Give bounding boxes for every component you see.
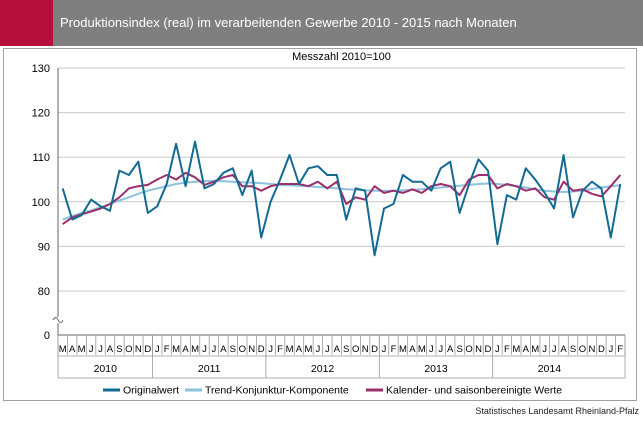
month-label: M (418, 344, 426, 355)
month-label: M (512, 344, 520, 355)
chart-subtitle: Messzahl 2010=100 (292, 51, 391, 63)
month-label: O (579, 344, 586, 355)
month-label: O (465, 344, 472, 355)
month-label: F (391, 344, 397, 355)
legend: Originalwert Trend-Konjunktur-Komponente K… (103, 385, 562, 397)
plot-box (3, 48, 637, 401)
month-label: M (286, 344, 294, 355)
month-label: N (248, 344, 255, 355)
month-label: M (172, 344, 180, 355)
month-label: A (69, 344, 76, 355)
month-label: F (277, 344, 283, 355)
month-label: J (89, 344, 94, 355)
legend-label: Kalender- und saisonbereinigte Werte (386, 385, 562, 397)
month-label: S (456, 344, 462, 355)
source-note: Statistisches Landesamt Rheinland-Pfalz (475, 406, 639, 416)
month-label: J (155, 344, 160, 355)
year-label: 2014 (538, 363, 562, 375)
month-label: A (334, 344, 341, 355)
legend-label: Originalwert (123, 385, 179, 397)
month-label: D (371, 344, 378, 355)
y-tick-label: 110 (32, 152, 50, 164)
series-line-0 (61, 140, 622, 257)
month-label: M (531, 344, 539, 355)
year-label: 2013 (424, 363, 448, 375)
month-label: J (268, 344, 273, 355)
month-label: J (202, 344, 207, 355)
month-label: A (523, 344, 530, 355)
month-label: M (304, 344, 312, 355)
month-label: M (191, 344, 199, 355)
grid-lines (58, 67, 625, 292)
month-label: D (598, 344, 605, 355)
month-label: A (107, 344, 114, 355)
legend-label: Trend-Konjunktur-Komponente (205, 385, 349, 397)
month-label: A (182, 344, 189, 355)
month-label: A (447, 344, 454, 355)
y-axis: 0 80 90 100 110 120 130 (32, 63, 64, 342)
month-label: J (98, 344, 103, 355)
month-label: A (220, 344, 227, 355)
y-tick-label: 120 (32, 108, 50, 120)
month-label: M (399, 344, 407, 355)
series-lines (61, 140, 622, 257)
month-label: F (617, 344, 623, 355)
month-label: D (485, 344, 492, 355)
month-label: F (504, 344, 510, 355)
month-label: D (258, 344, 265, 355)
month-label: F (164, 344, 170, 355)
y-tick-label: 90 (38, 241, 50, 253)
y-tick-label: 0 (44, 330, 50, 342)
axis-break-mark (52, 317, 64, 323)
chart-title: Produktionsindex (real) im verarbeitende… (60, 15, 517, 30)
y-tick-label: 130 (32, 63, 50, 75)
month-label: M (59, 344, 67, 355)
month-label: D (144, 344, 151, 355)
month-label: S (570, 344, 576, 355)
month-label: J (382, 344, 387, 355)
month-label: O (352, 344, 359, 355)
month-label: O (239, 344, 246, 355)
header-bar: Produktionsindex (real) im verarbeitende… (0, 0, 643, 46)
y-tick-label: 100 (32, 197, 50, 209)
month-label: N (475, 344, 482, 355)
month-label: J (438, 344, 443, 355)
y-tick-label: 80 (38, 286, 50, 298)
year-label: 2010 (94, 363, 118, 375)
month-label: J (542, 344, 547, 355)
month-label: J (316, 344, 321, 355)
month-label: N (588, 344, 595, 355)
month-label: J (495, 344, 500, 355)
month-label: A (409, 344, 416, 355)
month-label: J (325, 344, 330, 355)
month-label: J (212, 344, 217, 355)
month-label: O (125, 344, 132, 355)
month-label: J (608, 344, 613, 355)
month-label: S (343, 344, 349, 355)
month-label: A (560, 344, 567, 355)
header-accent (0, 0, 53, 46)
month-label: N (362, 344, 369, 355)
month-label: A (296, 344, 303, 355)
month-label: J (552, 344, 557, 355)
month-label: S (116, 344, 122, 355)
month-label: N (135, 344, 142, 355)
year-label: 2011 (198, 363, 221, 375)
month-label: S (230, 344, 236, 355)
month-label: M (78, 344, 86, 355)
month-label: J (429, 344, 434, 355)
year-label: 2012 (311, 363, 335, 375)
series-line-1 (62, 179, 621, 221)
